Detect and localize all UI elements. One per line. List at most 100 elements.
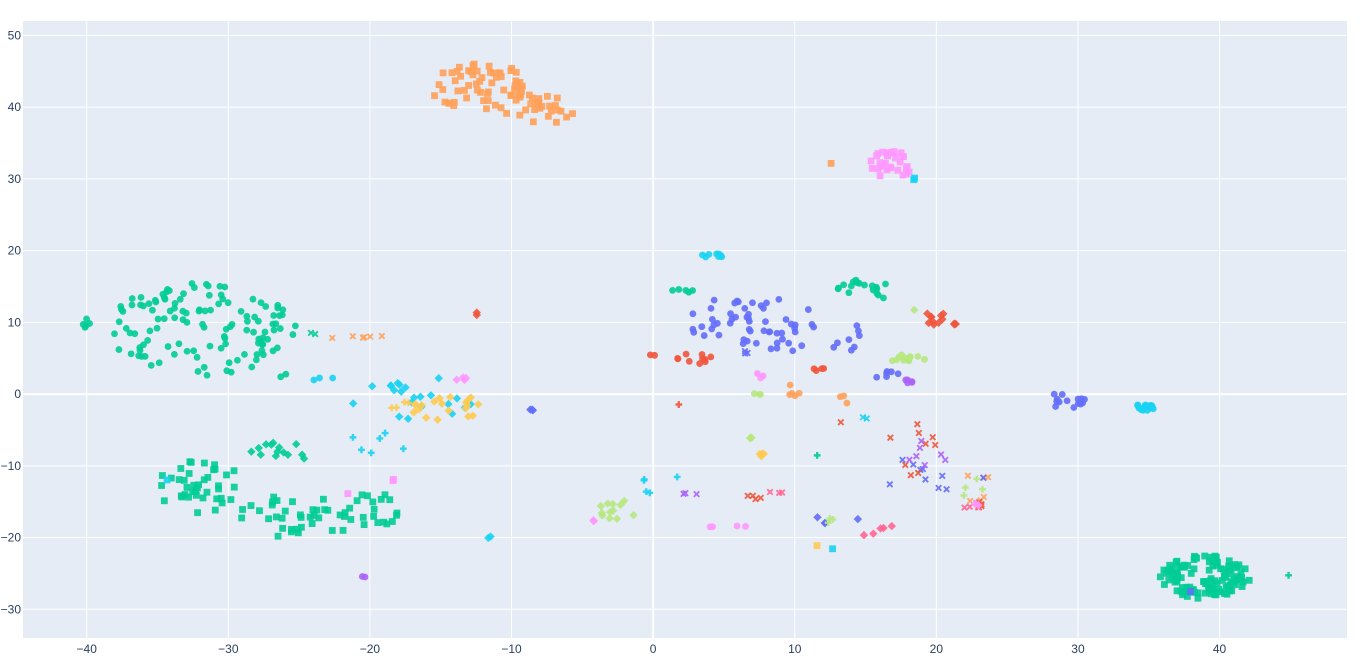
data-point-square <box>200 459 208 467</box>
data-point-circle <box>895 353 903 361</box>
data-point-circle <box>696 360 704 368</box>
data-point-square <box>160 497 168 505</box>
data-point-circle <box>207 306 214 314</box>
data-point-diamond <box>605 514 614 523</box>
data-point-square <box>497 104 505 112</box>
data-point-cross <box>1285 571 1292 579</box>
data-point-circle <box>152 298 160 306</box>
data-point-square <box>336 511 344 519</box>
data-point-cross <box>393 404 400 411</box>
data-point-circle <box>742 523 749 530</box>
data-point-cross <box>358 446 365 454</box>
data-point-cross <box>979 485 986 493</box>
data-point-diamond <box>461 403 470 413</box>
data-point-circle <box>310 376 318 384</box>
data-point-square <box>507 67 515 75</box>
data-point-cross <box>960 492 968 499</box>
data-point-square <box>293 525 301 533</box>
data-point-circle <box>223 367 231 375</box>
data-point-cross <box>673 473 681 481</box>
data-point-square <box>485 62 493 70</box>
data-point-x <box>980 493 988 501</box>
data-point-square <box>496 69 504 77</box>
data-point-square <box>1201 552 1209 560</box>
data-point-diamond <box>974 501 983 510</box>
data-point-square <box>1225 562 1233 570</box>
data-point-circle <box>159 290 167 298</box>
data-point-diamond <box>589 515 598 525</box>
data-point-square <box>507 92 515 99</box>
data-point-square <box>534 99 542 107</box>
data-point-square <box>320 495 327 503</box>
data-point-diamond <box>876 524 885 533</box>
data-point-square <box>441 98 449 106</box>
data-point-square <box>469 71 477 79</box>
data-point-x <box>938 472 946 480</box>
data-point-diamond <box>433 415 442 424</box>
data-point-circle <box>269 320 277 328</box>
data-point-circle <box>840 281 848 289</box>
data-point-x <box>922 476 929 483</box>
data-point-square <box>230 483 238 491</box>
data-point-circle <box>887 368 895 376</box>
data-point-square <box>183 484 191 491</box>
data-point-diamond <box>256 450 265 459</box>
data-point-circle <box>115 346 123 353</box>
data-point-circle <box>206 342 214 350</box>
data-point-circle <box>249 295 257 303</box>
data-point-square <box>203 488 211 496</box>
data-point-square <box>175 476 183 484</box>
data-point-circle <box>237 307 245 315</box>
data-point-diamond <box>292 439 301 449</box>
data-point-circle <box>675 286 683 293</box>
data-point-diamond <box>409 408 418 417</box>
y-tick-label: −10 <box>1 459 22 473</box>
data-point-circle <box>136 344 144 351</box>
data-point-circle <box>190 284 198 291</box>
data-point-circle <box>115 318 123 326</box>
data-point-square <box>273 497 281 504</box>
data-point-circle <box>270 312 278 319</box>
data-point-circle <box>810 365 818 373</box>
data-point-circle <box>773 344 781 352</box>
data-point-square <box>553 106 561 114</box>
data-point-circle <box>176 295 184 303</box>
data-point-circle <box>1135 403 1143 411</box>
data-point-x <box>360 333 368 341</box>
data-point-circle <box>204 282 212 290</box>
data-point-square <box>377 495 385 503</box>
data-point-square <box>1208 584 1216 592</box>
data-point-circle <box>779 335 786 343</box>
data-point-circle <box>717 251 725 259</box>
data-point-square <box>867 157 875 165</box>
data-point-circle <box>171 304 178 312</box>
data-point-circle <box>1142 403 1150 410</box>
x-tick-label: 20 <box>930 642 944 656</box>
data-point-x <box>378 332 386 340</box>
data-point-square <box>899 153 907 160</box>
data-point-square <box>199 494 207 502</box>
y-tick-label: 0 <box>14 387 21 401</box>
data-point-circle <box>270 326 278 334</box>
data-point-square <box>473 86 481 94</box>
data-point-x <box>961 504 968 512</box>
data-point-circle <box>834 339 841 347</box>
data-point-square <box>876 159 884 166</box>
data-point-x <box>979 474 987 482</box>
data-point-square <box>1194 589 1202 597</box>
data-point-circle <box>853 322 861 329</box>
data-point-square <box>569 110 576 117</box>
data-point-cross <box>400 398 408 406</box>
data-point-square <box>890 148 898 156</box>
data-point-circle <box>707 304 715 312</box>
data-point-square <box>470 60 478 68</box>
data-point-cross <box>399 445 407 453</box>
data-point-circle <box>1063 397 1071 405</box>
data-point-x <box>681 489 689 497</box>
data-point-circle <box>234 356 241 364</box>
data-point-circle <box>274 301 282 309</box>
data-point-square <box>1186 583 1194 591</box>
data-point-square <box>516 111 524 119</box>
data-point-diamond <box>417 401 426 410</box>
data-point-x <box>899 456 906 464</box>
